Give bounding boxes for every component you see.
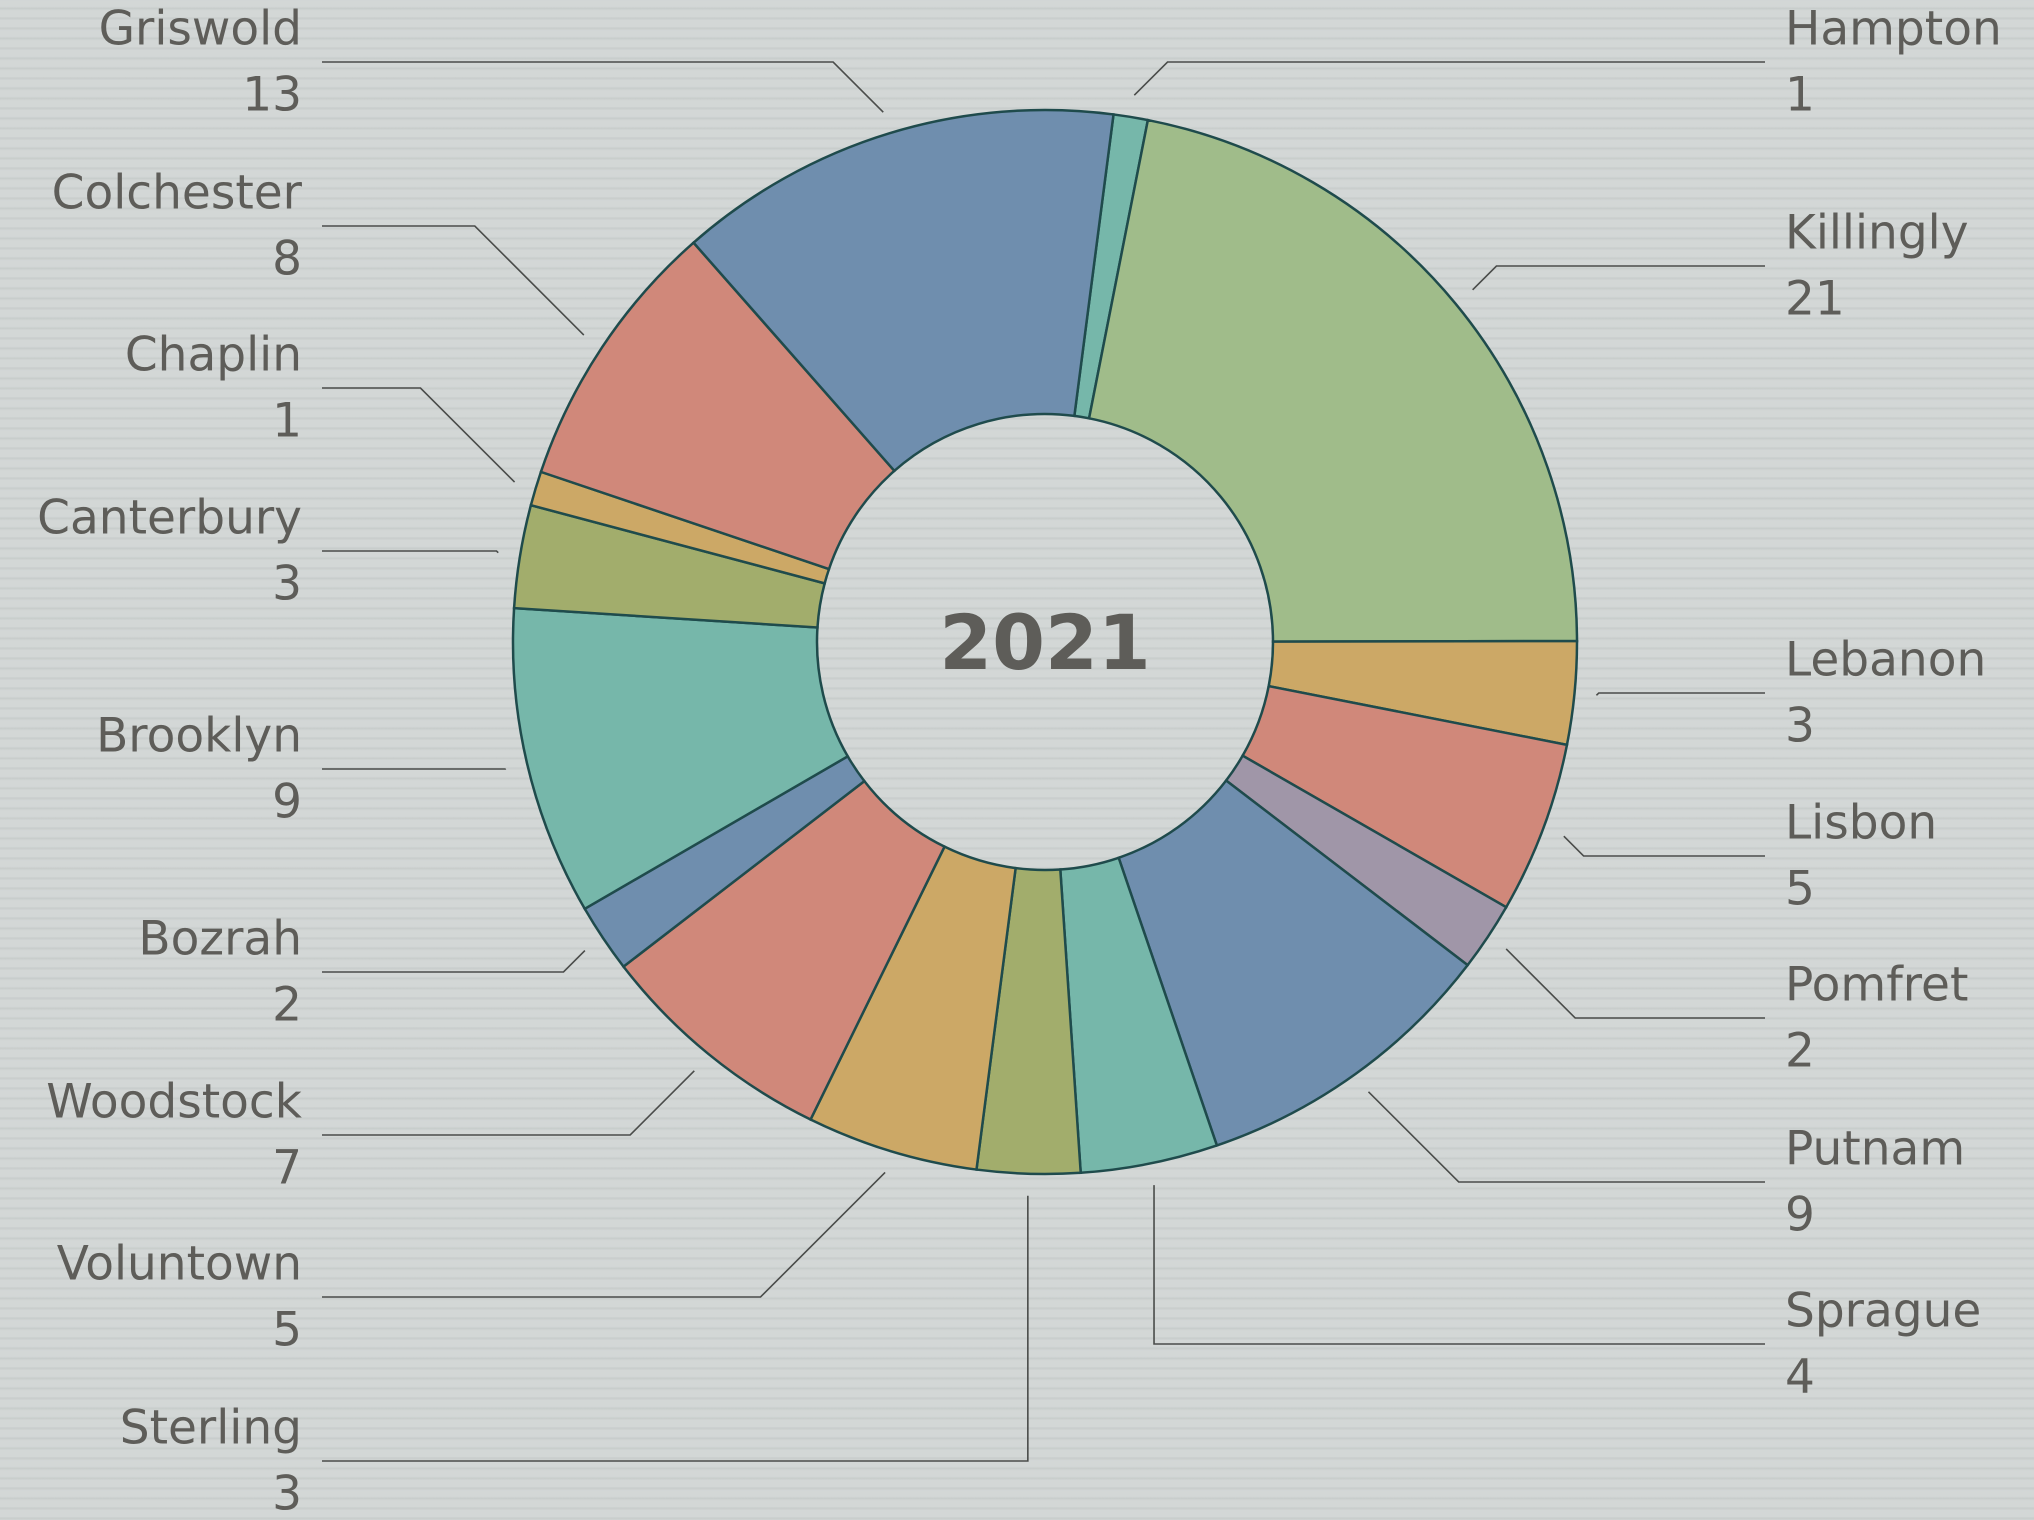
leader-line <box>322 1195 1029 1462</box>
slice-label: Sprague <box>1785 1284 1981 1339</box>
leader-line <box>322 225 585 336</box>
donut-slice <box>1117 778 1470 1148</box>
slice-label: Canterbury <box>37 491 302 546</box>
leader-line <box>1472 265 1765 291</box>
leader-line <box>322 387 516 483</box>
slice-label: Killingly <box>1785 206 1969 261</box>
value-label: 1 <box>272 394 302 449</box>
value-label: 3 <box>272 557 302 612</box>
value-label: 4 <box>1785 1350 1815 1405</box>
slice-label: Woodstock <box>46 1075 303 1130</box>
slice-label: Sterling <box>120 1401 302 1456</box>
slice-label: Hampton <box>1785 2 2002 57</box>
slice-label: Bozrah <box>138 912 302 967</box>
leader-line <box>322 550 499 554</box>
leader-line <box>1367 1091 1765 1183</box>
leader-line <box>1505 948 1765 1019</box>
donut-slice <box>691 108 1115 473</box>
slice-label: Lisbon <box>1785 796 1937 851</box>
slice-label: Putnam <box>1785 1122 1965 1177</box>
value-label: 9 <box>1785 1188 1815 1243</box>
value-label: 1 <box>1785 68 1815 123</box>
slice-label: Lebanon <box>1785 633 1986 688</box>
slice-label: Colchester <box>52 166 303 221</box>
leader-line <box>322 950 586 973</box>
value-label: 21 <box>1785 272 1845 327</box>
value-label: 5 <box>1785 862 1815 917</box>
value-label: 5 <box>272 1303 302 1358</box>
value-label: 9 <box>272 775 302 830</box>
donut-slice <box>511 606 850 911</box>
donut-slice <box>1087 118 1579 643</box>
leader-line <box>1133 61 1765 96</box>
slice-label: Brooklyn <box>96 709 302 764</box>
leader-line <box>322 1171 886 1298</box>
donut-slice <box>539 240 897 571</box>
value-label: 2 <box>1785 1024 1815 1079</box>
value-label: 8 <box>272 232 302 287</box>
slice-label: Voluntown <box>57 1237 302 1292</box>
value-label: 3 <box>1785 699 1815 754</box>
value-label: 7 <box>272 1141 302 1196</box>
leader-line <box>322 61 884 113</box>
slice-label: Chaplin <box>125 328 302 383</box>
value-label: 13 <box>242 68 302 123</box>
leader-line <box>1153 1185 1765 1345</box>
value-label: 3 <box>272 1467 302 1520</box>
center-label: 2021 <box>939 598 1151 687</box>
slice-label: Pomfret <box>1785 958 1968 1013</box>
leader-line <box>322 1070 695 1136</box>
value-label: 2 <box>272 978 302 1033</box>
slice-label: Griswold <box>99 2 302 57</box>
leader-line <box>1595 692 1765 696</box>
leader-line <box>1563 835 1765 857</box>
